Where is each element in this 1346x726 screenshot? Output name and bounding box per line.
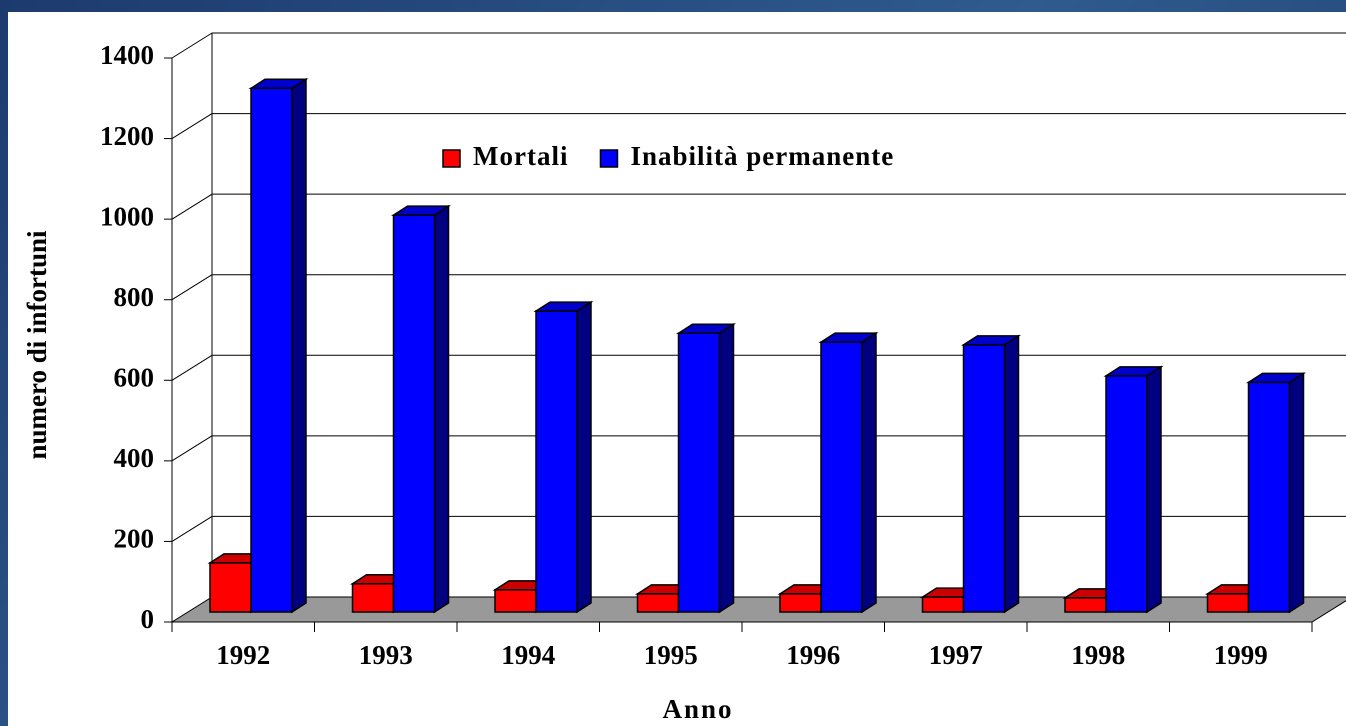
bar xyxy=(1247,381,1291,613)
bar xyxy=(677,332,721,613)
bar xyxy=(921,596,965,613)
bar xyxy=(392,214,436,613)
legend-swatch xyxy=(599,149,619,168)
grid-line xyxy=(171,435,213,462)
x-tick-label: 1998 xyxy=(1071,640,1125,670)
y-tick-label: 200 xyxy=(114,524,155,554)
grid-line xyxy=(171,113,213,139)
bar-side xyxy=(718,322,735,614)
bar xyxy=(535,310,578,613)
bar xyxy=(351,583,395,613)
bar-side xyxy=(291,77,307,614)
legend-label: Mortali xyxy=(473,141,568,171)
y-tick-label: 600 xyxy=(114,362,155,392)
bar xyxy=(962,344,1006,613)
bar xyxy=(250,87,293,613)
bar xyxy=(1206,593,1250,613)
bar xyxy=(636,593,680,613)
grid-line xyxy=(171,516,213,542)
y-tick-label: 0 xyxy=(141,604,155,634)
grid-line xyxy=(171,193,213,220)
bar xyxy=(779,593,822,613)
x-tick-label: 1992 xyxy=(216,640,270,670)
y-tick-label: 1400 xyxy=(100,40,154,70)
bar xyxy=(494,589,537,613)
x-tick-label: 1997 xyxy=(929,640,983,670)
bar-side xyxy=(861,331,877,614)
bar xyxy=(820,341,863,613)
bar xyxy=(209,562,252,613)
x-tick-label: 1993 xyxy=(359,640,413,670)
bar xyxy=(1105,375,1148,613)
bar-side xyxy=(1146,365,1162,614)
floor xyxy=(170,596,1346,623)
grid-line xyxy=(171,274,213,301)
x-axis-label: Anno xyxy=(662,694,733,724)
bar-side xyxy=(1288,371,1305,614)
y-tick-label: 1200 xyxy=(100,121,154,151)
legend-swatch xyxy=(442,149,461,168)
y-tick-label: 1000 xyxy=(100,201,154,231)
x-tick-label: 1996 xyxy=(786,640,840,670)
grid-line xyxy=(171,32,213,59)
legend-label: Inabilità permanente xyxy=(630,141,894,171)
bar xyxy=(1064,597,1107,613)
bar-side xyxy=(433,204,450,614)
y-tick-label: 400 xyxy=(114,443,155,473)
y-axis-label: numero di infortuni xyxy=(22,230,52,460)
bar-side xyxy=(1003,334,1020,614)
x-tick-label: 1995 xyxy=(644,640,698,670)
bar-side xyxy=(576,300,592,614)
x-tick-label: 1994 xyxy=(501,640,555,670)
y-tick-label: 800 xyxy=(114,282,155,312)
x-tick-label: 1999 xyxy=(1214,640,1268,670)
grid-line xyxy=(171,354,213,381)
